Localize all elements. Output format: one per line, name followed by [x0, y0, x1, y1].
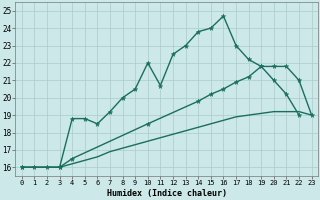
X-axis label: Humidex (Indice chaleur): Humidex (Indice chaleur) — [107, 189, 227, 198]
